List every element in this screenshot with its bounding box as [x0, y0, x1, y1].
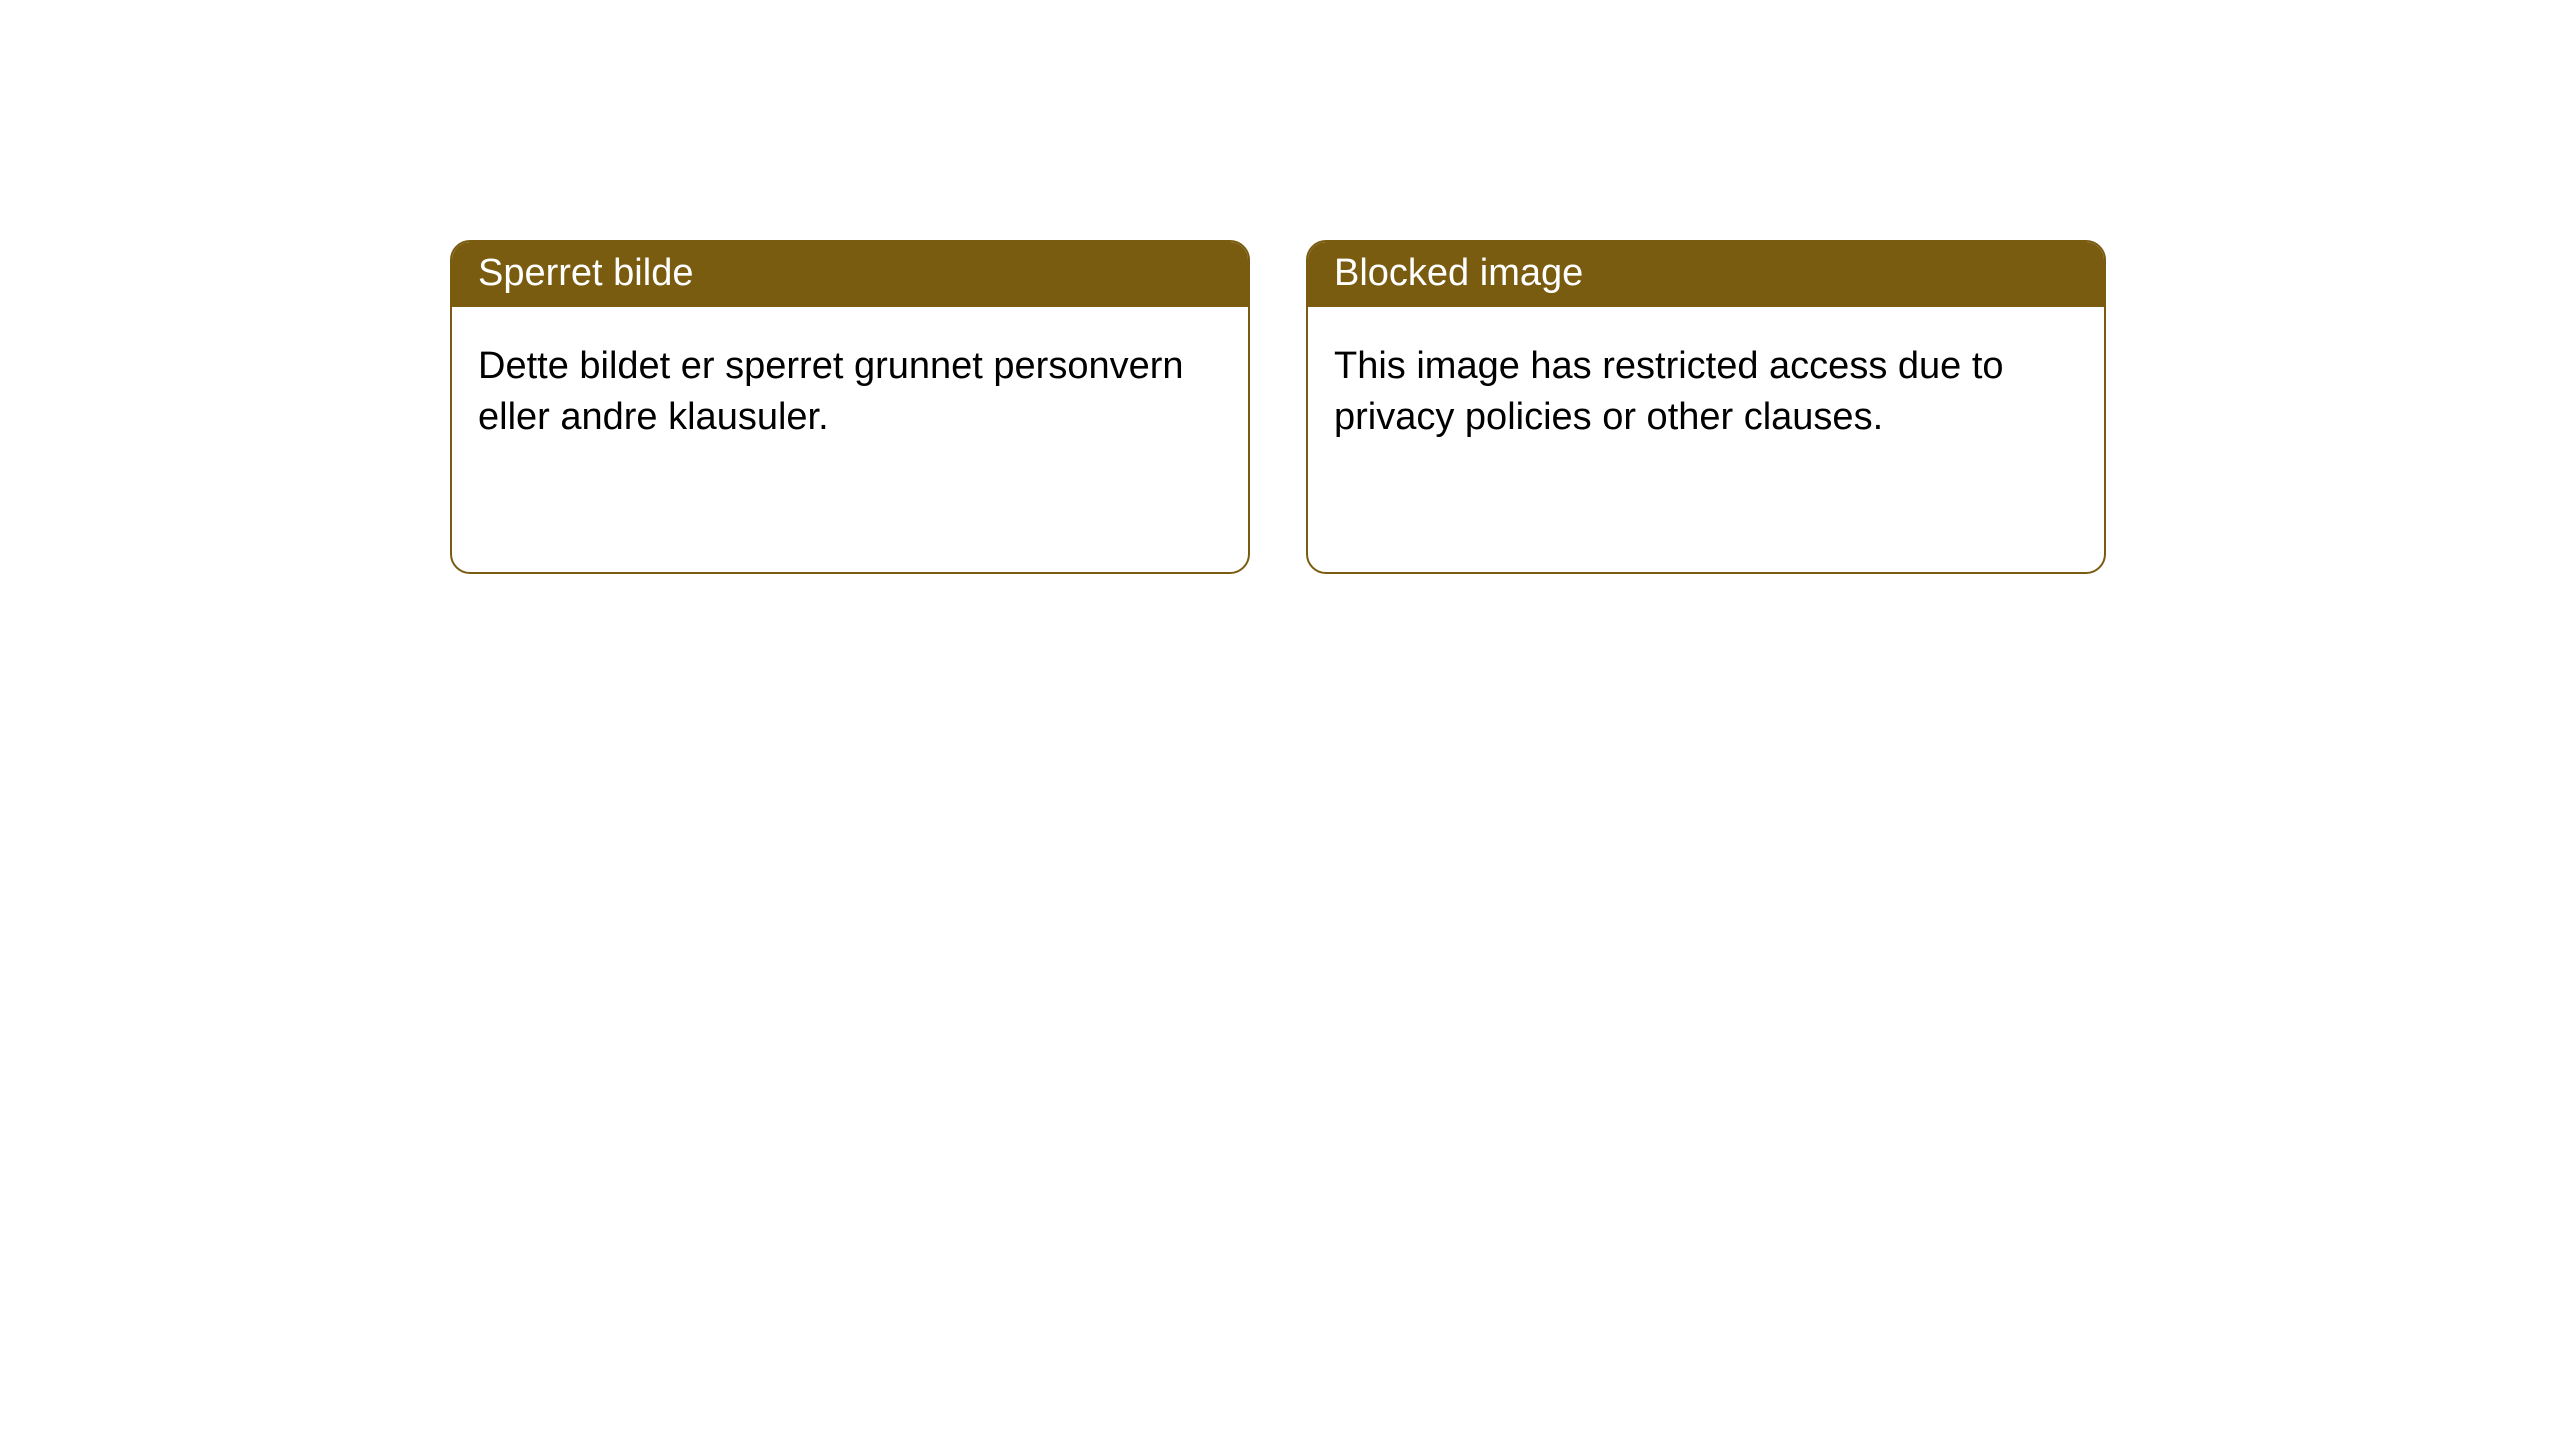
card-body: This image has restricted access due to …: [1308, 307, 2104, 478]
notice-cards-container: Sperret bilde Dette bildet er sperret gr…: [450, 240, 2560, 574]
card-title: Blocked image: [1334, 252, 1583, 294]
card-body-text: Dette bildet er sperret grunnet personve…: [478, 345, 1184, 438]
card-header: Blocked image: [1308, 242, 2104, 307]
card-body: Dette bildet er sperret grunnet personve…: [452, 307, 1248, 478]
card-title: Sperret bilde: [478, 252, 693, 294]
card-body-text: This image has restricted access due to …: [1334, 345, 2004, 438]
notice-card-english: Blocked image This image has restricted …: [1306, 240, 2106, 574]
card-header: Sperret bilde: [452, 242, 1248, 307]
notice-card-norwegian: Sperret bilde Dette bildet er sperret gr…: [450, 240, 1250, 574]
